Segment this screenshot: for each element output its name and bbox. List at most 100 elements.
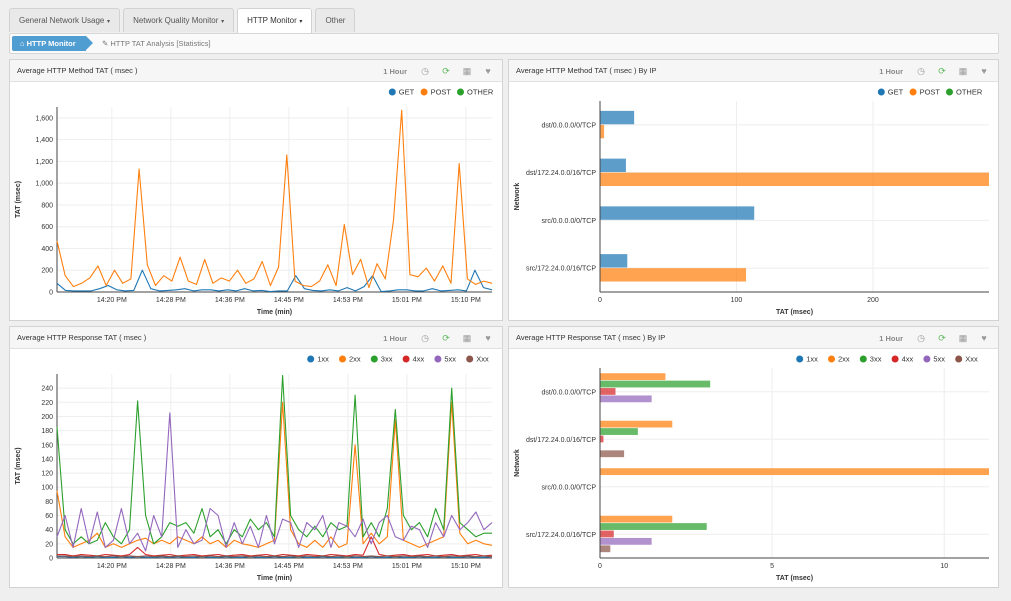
bar-get bbox=[600, 254, 628, 268]
legend-label: OTHER bbox=[956, 88, 983, 97]
refresh-icon[interactable]: ⟳ bbox=[442, 66, 450, 76]
legend-label: 2xx bbox=[349, 355, 361, 364]
tab-label: Other bbox=[325, 16, 346, 25]
y-tick-label: 800 bbox=[41, 202, 53, 209]
time-range-selector[interactable]: 1 Hour bbox=[383, 66, 407, 76]
refresh-icon[interactable]: ⟳ bbox=[442, 333, 450, 343]
legend-label: POST bbox=[920, 88, 941, 97]
series-line-xxx bbox=[57, 555, 493, 558]
y-tick-label: dst/0.0.0.0/0/TCP bbox=[542, 389, 597, 396]
breadcrumb: ⌂ HTTP Monitor ✎ HTTP TAT Analysis [Stat… bbox=[9, 33, 999, 54]
y-tick-label: dst/172.24.0.0/16/TCP bbox=[526, 170, 596, 177]
refresh-icon[interactable]: ⟳ bbox=[938, 66, 946, 76]
table-icon[interactable]: ▦ bbox=[958, 333, 968, 343]
legend-swatch bbox=[388, 88, 396, 96]
legend-label: 3xx bbox=[870, 355, 882, 364]
refresh-icon[interactable]: ⟳ bbox=[938, 333, 946, 343]
legend-label: Xxx bbox=[965, 355, 978, 364]
tab-label: General Network Usage bbox=[19, 16, 105, 25]
time-range-selector[interactable]: 1 Hour bbox=[879, 333, 903, 343]
heart-icon[interactable]: ♥ bbox=[981, 66, 987, 76]
table-icon[interactable]: ▦ bbox=[462, 333, 472, 343]
legend-label: POST bbox=[431, 88, 452, 97]
y-tick-label: 20 bbox=[45, 541, 53, 548]
panel-tools: 1 Hour ◷ ⟳ ▦ ♥ bbox=[383, 327, 494, 349]
legend-label: 4xx bbox=[413, 355, 425, 364]
clock-icon[interactable]: ◷ bbox=[917, 66, 925, 76]
y-tick-label: 0 bbox=[49, 556, 53, 563]
legend-swatch bbox=[877, 88, 885, 96]
y-tick-label: dst/0.0.0.0/0/TCP bbox=[542, 122, 597, 129]
response-tat-line-chart: Xxx 5xx 4xx 3xx 2xx 1xx 0 20 40 60 80 100 120 140 160 1… bbox=[15, 355, 493, 582]
y-tick-label: 600 bbox=[41, 224, 53, 231]
y-tick-label: 200 bbox=[41, 414, 53, 421]
legend-label: 1xx bbox=[317, 355, 329, 364]
breadcrumb-home[interactable]: ⌂ HTTP Monitor bbox=[12, 36, 93, 51]
response-tat-by-ip-bar-chart: Xxx 5xx 4xx 3xx 2xx 1xx 0 5 10 dst/0.0.0.0/0/TCP d… bbox=[514, 355, 989, 582]
x-tick-label: 15:10 PM bbox=[451, 297, 481, 304]
legend-label: GET bbox=[888, 88, 904, 97]
heart-icon[interactable]: ♥ bbox=[485, 66, 491, 76]
legend-label: 1xx bbox=[806, 355, 818, 364]
y-tick-label: 80 bbox=[45, 499, 53, 506]
y-tick-label: 1,400 bbox=[35, 137, 53, 144]
y-axis-title: TAT (msec) bbox=[15, 181, 22, 218]
y-tick-label: 240 bbox=[41, 386, 53, 393]
legend-swatch bbox=[307, 355, 315, 363]
y-tick-label: 40 bbox=[45, 527, 53, 534]
bar-get bbox=[600, 158, 626, 173]
bar-post bbox=[600, 172, 989, 187]
breadcrumb-current-label: HTTP TAT Analysis [Statistics] bbox=[110, 39, 211, 48]
clock-icon[interactable]: ◷ bbox=[917, 333, 925, 343]
heart-icon[interactable]: ♥ bbox=[485, 333, 491, 343]
panel-header: Average HTTP Method TAT ( msec ) 1 Hour … bbox=[10, 60, 502, 82]
bar-5xx bbox=[600, 395, 652, 403]
legend-swatch bbox=[891, 355, 899, 363]
tab-other[interactable]: Other bbox=[315, 8, 356, 32]
tab-label: Network Quality Monitor bbox=[133, 16, 219, 25]
clock-icon[interactable]: ◷ bbox=[421, 66, 429, 76]
chevron-down-icon: ▾ bbox=[219, 19, 225, 25]
tab-http-monitor[interactable]: HTTP Monitor ▾ bbox=[237, 8, 313, 33]
x-axis-title: TAT (msec) bbox=[776, 309, 813, 316]
bar-xxx bbox=[600, 450, 625, 458]
table-icon[interactable]: ▦ bbox=[958, 66, 968, 76]
legend-swatch bbox=[909, 88, 917, 96]
time-range-selector[interactable]: 1 Hour bbox=[383, 333, 407, 343]
bar-xxx bbox=[600, 545, 611, 553]
y-tick-label: 100 bbox=[41, 485, 53, 492]
panel-tools: 1 Hour ◷ ⟳ ▦ ♥ bbox=[879, 60, 990, 82]
x-tick-label: 10 bbox=[940, 563, 948, 570]
clock-icon[interactable]: ◷ bbox=[421, 333, 429, 343]
bar-3xx bbox=[600, 428, 638, 435]
x-tick-label: 14:53 PM bbox=[333, 563, 363, 570]
time-range-selector[interactable]: 1 Hour bbox=[879, 66, 903, 76]
y-tick-label: 120 bbox=[41, 471, 53, 478]
tab-bar: General Network Usage ▾ Network Quality … bbox=[9, 8, 358, 33]
bar-4xx bbox=[600, 435, 604, 443]
panel-method-tat-by-ip: Average HTTP Method TAT ( msec ) By IP 1… bbox=[508, 59, 999, 321]
y-tick-label: src/172.24.0.0/16/TCP bbox=[526, 266, 596, 273]
legend-swatch bbox=[828, 355, 835, 363]
panel-response-tat-by-ip: Average HTTP Response TAT ( msec ) By IP… bbox=[508, 326, 999, 588]
table-icon[interactable]: ▦ bbox=[462, 66, 472, 76]
y-tick-label: 140 bbox=[41, 456, 53, 463]
breadcrumb-current: ✎ HTTP TAT Analysis [Statistics] bbox=[102, 36, 211, 51]
legend-swatch bbox=[402, 355, 410, 363]
y-axis-title: Network bbox=[514, 183, 521, 211]
tab-general-network-usage[interactable]: General Network Usage ▾ bbox=[9, 8, 121, 32]
y-axis-title: TAT (msec) bbox=[15, 447, 22, 484]
x-tick-label: 0 bbox=[598, 563, 602, 570]
chevron-down-icon: ▾ bbox=[297, 19, 303, 25]
bar-post bbox=[600, 268, 747, 282]
panel-tools: 1 Hour ◷ ⟳ ▦ ♥ bbox=[383, 60, 494, 82]
tab-network-quality-monitor[interactable]: Network Quality Monitor ▾ bbox=[123, 8, 235, 32]
heart-icon[interactable]: ♥ bbox=[981, 333, 987, 343]
legend-swatch bbox=[923, 355, 931, 363]
method-tat-by-ip-bar-chart: OTHER POST GET 0 100 200 dst/0.0.0.0/0/TCP dst/… bbox=[514, 88, 989, 316]
bar-2xx bbox=[600, 468, 989, 476]
y-tick-label: 400 bbox=[41, 246, 53, 253]
legend-swatch bbox=[434, 355, 442, 363]
x-tick-label: 14:36 PM bbox=[215, 563, 245, 570]
series-line-5xx bbox=[56, 412, 493, 552]
